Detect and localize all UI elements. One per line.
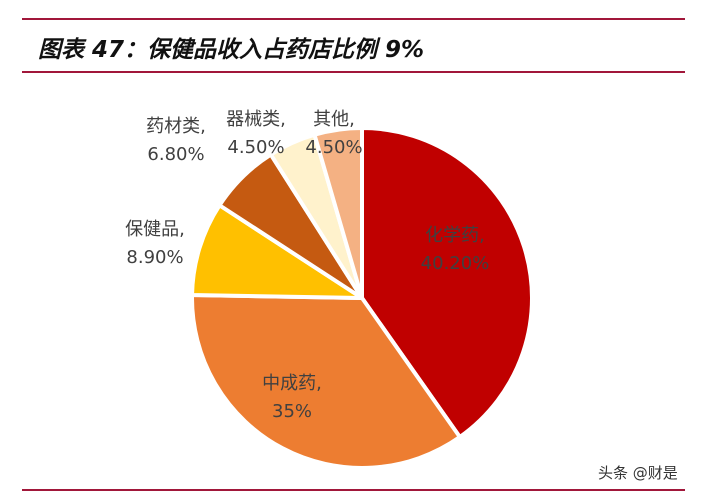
slice-name: 器械类, — [226, 109, 286, 130]
slice-label: 中成药, 35% — [262, 370, 322, 426]
slice-name: 中成药, — [262, 373, 322, 394]
slice-name: 药材类, — [146, 116, 206, 137]
bottom-rule — [22, 489, 685, 491]
slice-value: 35% — [271, 401, 313, 422]
top-rule — [22, 18, 685, 20]
pie-slice-1 — [190, 293, 462, 470]
slice-label: 器械类, 4.50% — [226, 106, 286, 162]
slice-value: 8.90% — [126, 247, 184, 268]
slice-label: 药材类, 6.80% — [146, 113, 206, 169]
slice-label: 化学药, 40.20% — [421, 222, 490, 278]
slice-value: 4.50% — [227, 137, 285, 158]
slice-name: 其他, — [313, 109, 355, 130]
title-rule — [22, 71, 685, 73]
slice-value: 6.80% — [147, 144, 205, 165]
watermark: 头条 @财是 — [598, 464, 678, 482]
pie-slice-5 — [312, 126, 364, 300]
slice-name: 保健品, — [125, 219, 185, 240]
slice-label: 其他, 4.50% — [305, 106, 362, 162]
pie-slice-0 — [360, 126, 534, 440]
slice-name: 化学药, — [425, 225, 485, 246]
slice-value: 40.20% — [420, 253, 490, 274]
chart-title: 图表 47：保健品收入占药店比例 9% — [38, 37, 425, 63]
slice-label: 保健品, 8.90% — [125, 216, 185, 272]
slice-value: 4.50% — [305, 137, 363, 158]
